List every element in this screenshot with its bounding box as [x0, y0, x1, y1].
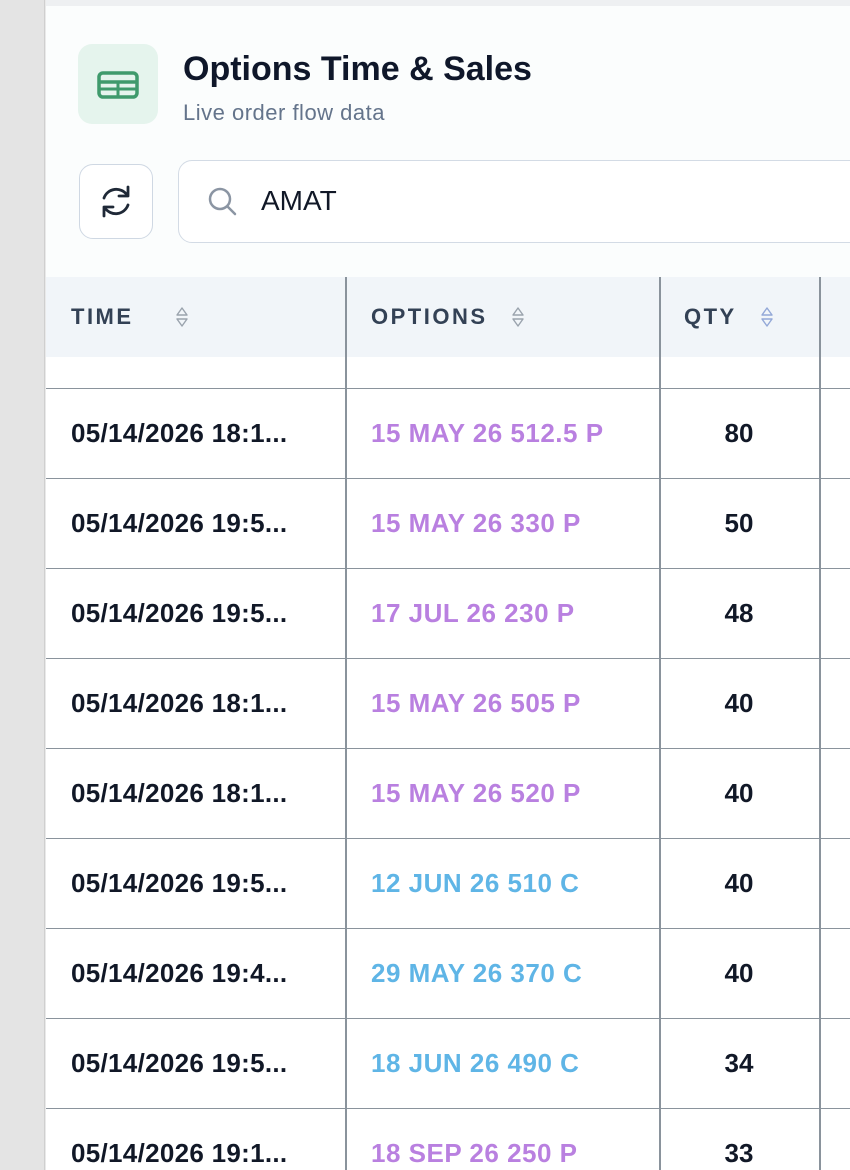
table-row[interactable]: 05/14/2026 19:5... 12 JUN 26 510 C 40 [46, 838, 850, 928]
option-cell: 18 JUN 26 490 C [371, 1048, 580, 1078]
panel: Options Time & Sales Live order flow dat… [46, 0, 850, 1170]
option-cell: 15 MAY 26 505 P [371, 688, 581, 718]
qty-cell: 80 [724, 418, 754, 448]
time-cell: 05/14/2026 19:1... [71, 1138, 288, 1168]
qty-cell: 50 [724, 508, 754, 538]
search-icon [208, 187, 237, 216]
table-row[interactable]: 05/14/2026 18:1... 15 MAY 26 520 P 40 [46, 748, 850, 838]
page-subtitle: Live order flow data [183, 100, 385, 125]
table-row[interactable]: 05/14/2026 18:1... 15 MAY 26 505 P 40 [46, 658, 850, 748]
refresh-button[interactable] [79, 164, 153, 239]
table-row[interactable]: 05/14/2026 19:4... 29 MAY 26 370 C 40 [46, 928, 850, 1018]
option-cell: 15 MAY 26 520 P [371, 778, 581, 808]
qty-cell: 48 [724, 598, 754, 628]
time-cell: 05/14/2026 19:5... [71, 598, 288, 628]
qty-cell: 40 [724, 688, 754, 718]
option-cell: 15 MAY 26 330 P [371, 508, 581, 538]
time-cell: 05/14/2026 18:1... [71, 418, 288, 448]
option-cell: 12 JUN 26 510 C [371, 868, 580, 898]
refresh-icon [102, 185, 130, 218]
qty-cell: 40 [724, 778, 754, 808]
table-row[interactable]: 05/14/2026 19:1... 18 SEP 26 250 P 33 [46, 1108, 850, 1170]
page-title: Options Time & Sales [183, 50, 532, 88]
table-icon [97, 71, 139, 99]
option-cell: 15 MAY 26 512.5 P [371, 418, 604, 448]
search-box[interactable]: AMAT [178, 160, 850, 243]
table-body: 05/14/2026 18:1... 15 MAY 26 512.5 P 80 05/… [46, 357, 850, 1170]
time-cell: 05/14/2026 19:5... [71, 1048, 288, 1078]
time-cell: 05/14/2026 19:4... [71, 958, 288, 988]
column-divider [659, 277, 661, 1170]
sort-icon[interactable] [175, 306, 189, 328]
column-divider [819, 277, 821, 1170]
time-cell: 05/14/2026 18:1... [71, 778, 288, 808]
column-header[interactable]: TIME [71, 304, 134, 329]
option-cell: 17 JUL 26 230 P [371, 598, 575, 628]
sort-icon[interactable] [760, 306, 774, 328]
table-row[interactable]: 05/14/2026 19:5... 17 JUL 26 230 P 48 [46, 568, 850, 658]
table-row[interactable]: 05/14/2026 18:1... 15 MAY 26 512.5 P 80 [46, 388, 850, 478]
option-cell: 18 SEP 26 250 P [371, 1138, 578, 1168]
table-row[interactable]: 05/14/2026 19:5... 18 JUN 26 490 C 34 [46, 1018, 850, 1108]
sort-icon[interactable] [511, 306, 525, 328]
column-header[interactable]: QTY [684, 304, 737, 329]
qty-cell: 33 [724, 1138, 754, 1168]
search-input[interactable]: AMAT [261, 185, 337, 216]
time-cell: 05/14/2026 19:5... [71, 868, 288, 898]
time-cell: 05/14/2026 19:5... [71, 508, 288, 538]
qty-cell: 40 [724, 868, 754, 898]
side-strip [0, 0, 45, 1170]
column-header[interactable]: OPTIONS [371, 304, 488, 329]
qty-cell: 34 [724, 1048, 754, 1078]
qty-cell: 40 [724, 958, 754, 988]
column-divider [345, 277, 347, 1170]
option-cell: 29 MAY 26 370 C [371, 958, 583, 988]
table-header: TIME OPTIONS QTY [46, 277, 850, 357]
time-cell: 05/14/2026 18:1... [71, 688, 288, 718]
table-row[interactable]: 05/14/2026 19:5... 15 MAY 26 330 P 50 [46, 478, 850, 568]
app-icon [78, 44, 158, 124]
